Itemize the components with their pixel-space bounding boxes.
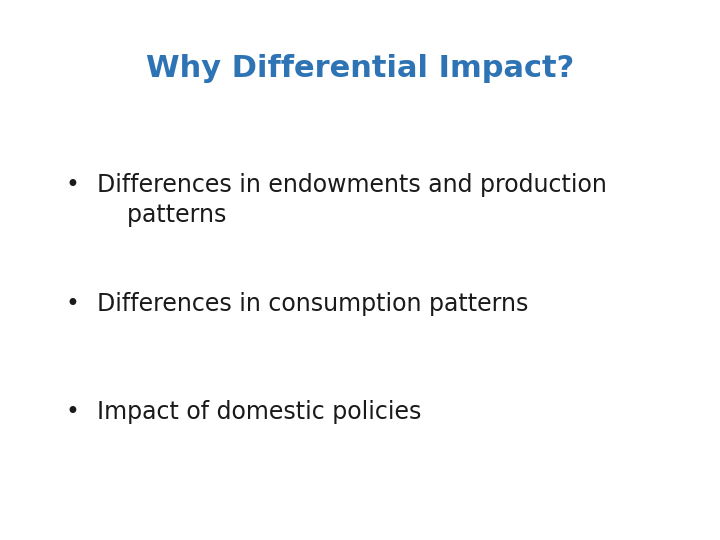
Text: •: • (65, 400, 79, 423)
Text: Differences in endowments and production
    patterns: Differences in endowments and production… (97, 173, 607, 227)
Text: Impact of domestic policies: Impact of domestic policies (97, 400, 422, 423)
Text: Why Differential Impact?: Why Differential Impact? (146, 54, 574, 83)
Text: •: • (65, 292, 79, 315)
Text: •: • (65, 173, 79, 197)
Text: Differences in consumption patterns: Differences in consumption patterns (97, 292, 528, 315)
